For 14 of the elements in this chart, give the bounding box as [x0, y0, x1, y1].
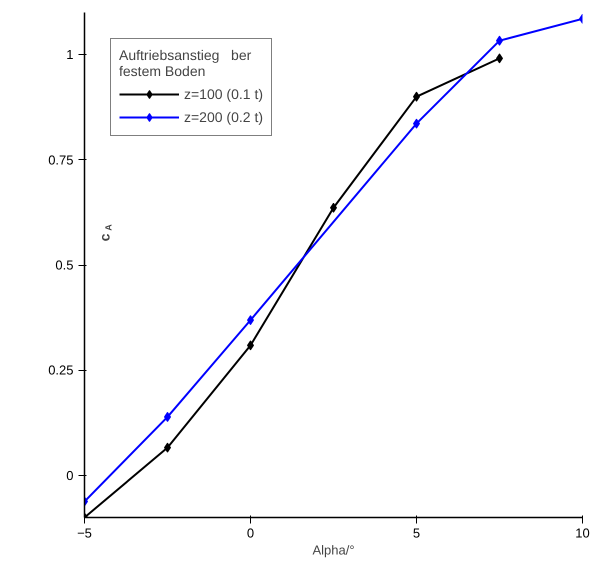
y-tick-label: 0.75	[48, 152, 74, 168]
x-tick-label: 5	[412, 526, 420, 540]
y-tick-label: 0.5	[55, 258, 74, 272]
legend-label: z=200 (0.2 t)	[184, 109, 263, 125]
y-tick-label: 1	[66, 47, 74, 62]
y-axis-title: cA	[96, 224, 114, 242]
y-tick-label: 0.25	[48, 362, 74, 378]
x-tick-label: 10	[575, 526, 590, 540]
x-tick-label: 0	[246, 526, 254, 540]
legend-title: Auftriebsanstieg ber festem Boden	[119, 47, 252, 79]
x-tick-label: −5	[77, 526, 92, 540]
x-axis-title: Alpha/°	[312, 542, 355, 558]
legend-label: z=100 (0.1 t)	[184, 86, 263, 102]
y-tick-label: 0	[66, 468, 74, 483]
